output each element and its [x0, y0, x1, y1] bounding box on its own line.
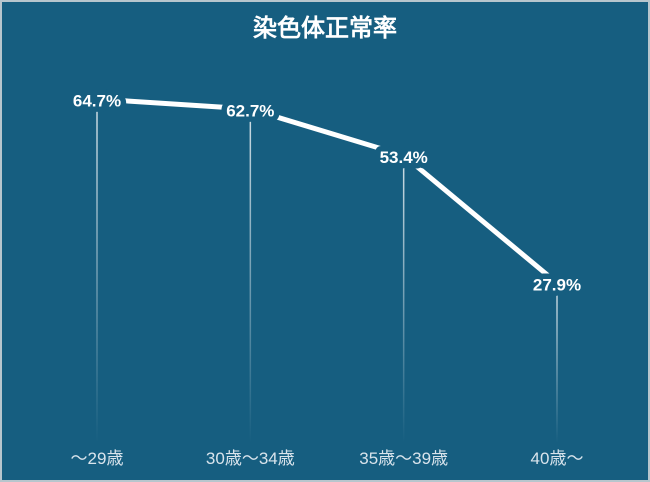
data-point-label: 64.7% — [73, 92, 121, 111]
x-axis-label: 30歳～34歳 — [206, 449, 295, 468]
chart-title: 染色体正常率 — [253, 15, 397, 42]
data-point-label: 27.9% — [533, 276, 581, 295]
data-point-label: 62.7% — [226, 102, 274, 121]
x-axis-label: ～29歳 — [71, 449, 124, 468]
data-point-label: 53.4% — [380, 148, 428, 167]
x-axis-label: 35歳～39歳 — [359, 449, 448, 468]
x-axis-label: 40歳～ — [531, 449, 584, 468]
trend-line — [94, 96, 560, 286]
